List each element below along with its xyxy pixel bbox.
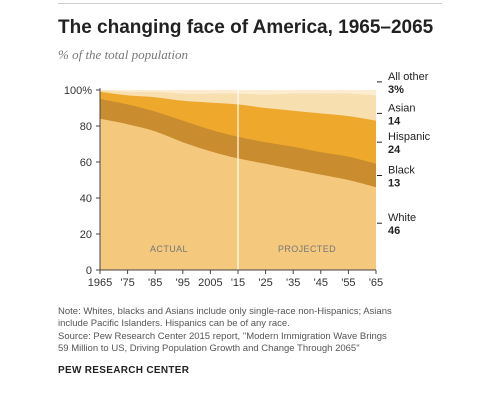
legend-value-all-other: 3% — [388, 84, 404, 96]
y-tick-label: 20 — [80, 229, 92, 241]
x-tick-label: '15 — [231, 277, 245, 289]
legend-name-all-other: All other — [388, 71, 429, 83]
source-line-2: 59 Million to US, Driving Population Gro… — [58, 343, 360, 355]
y-tick-label: 40 — [80, 193, 92, 205]
x-tick-label: '95 — [176, 277, 190, 289]
x-tick-label: '65 — [369, 277, 383, 289]
x-tick-label: 2005 — [198, 277, 222, 289]
y-tick-label: 100% — [64, 85, 92, 97]
x-tick-label: '25 — [258, 277, 272, 289]
stacked-area-chart: 0 20 40 60 80 100% 1965 '75 '85 '95 2005 '15 '25 '35 '… — [64, 71, 431, 289]
legend-name-hispanic: Hispanic — [388, 131, 431, 143]
y-tick-label: 0 — [86, 265, 92, 277]
top-rule — [58, 3, 442, 4]
chart-subtitle: % of the total population — [58, 47, 188, 62]
x-tick-label: '55 — [341, 277, 355, 289]
region-label-actual: ACTUAL — [150, 244, 188, 254]
region-labels: ACTUAL PROJECTED — [150, 244, 336, 254]
note-line-2: include Pacific Islanders. Hispanics can… — [58, 318, 290, 330]
region-label-projected: PROJECTED — [278, 244, 336, 254]
chart-title: The changing face of America, 1965–2065 — [58, 17, 434, 38]
x-tick-label: 1965 — [88, 277, 112, 289]
source-line-1: Source: Pew Research Center 2015 report,… — [58, 330, 387, 342]
legend-value-white: 46 — [388, 225, 400, 237]
y-tick-label: 80 — [80, 121, 92, 133]
legend-value-hispanic: 24 — [388, 144, 401, 156]
legend-value-black: 13 — [388, 178, 400, 190]
notes: Note: Whites, blacks and Asians include … — [58, 306, 458, 356]
y-tick-label: 60 — [80, 157, 92, 169]
legend-value-asian: 14 — [388, 115, 401, 127]
x-tick-label: '35 — [286, 277, 300, 289]
credit: PEW RESEARCH CENTER — [58, 365, 190, 376]
legend-name-black: Black — [388, 165, 415, 177]
x-tick-label: '85 — [148, 277, 162, 289]
x-tick-label: '45 — [314, 277, 328, 289]
legend-name-asian: Asian — [388, 102, 416, 114]
note-line-1: Note: Whites, blacks and Asians include … — [58, 306, 392, 317]
x-tick-label: '75 — [120, 277, 134, 289]
legend-name-white: White — [388, 212, 416, 224]
axes: 0 20 40 60 80 100% 1965 '75 '85 '95 2005 '15 '25 '35 '… — [64, 85, 383, 289]
